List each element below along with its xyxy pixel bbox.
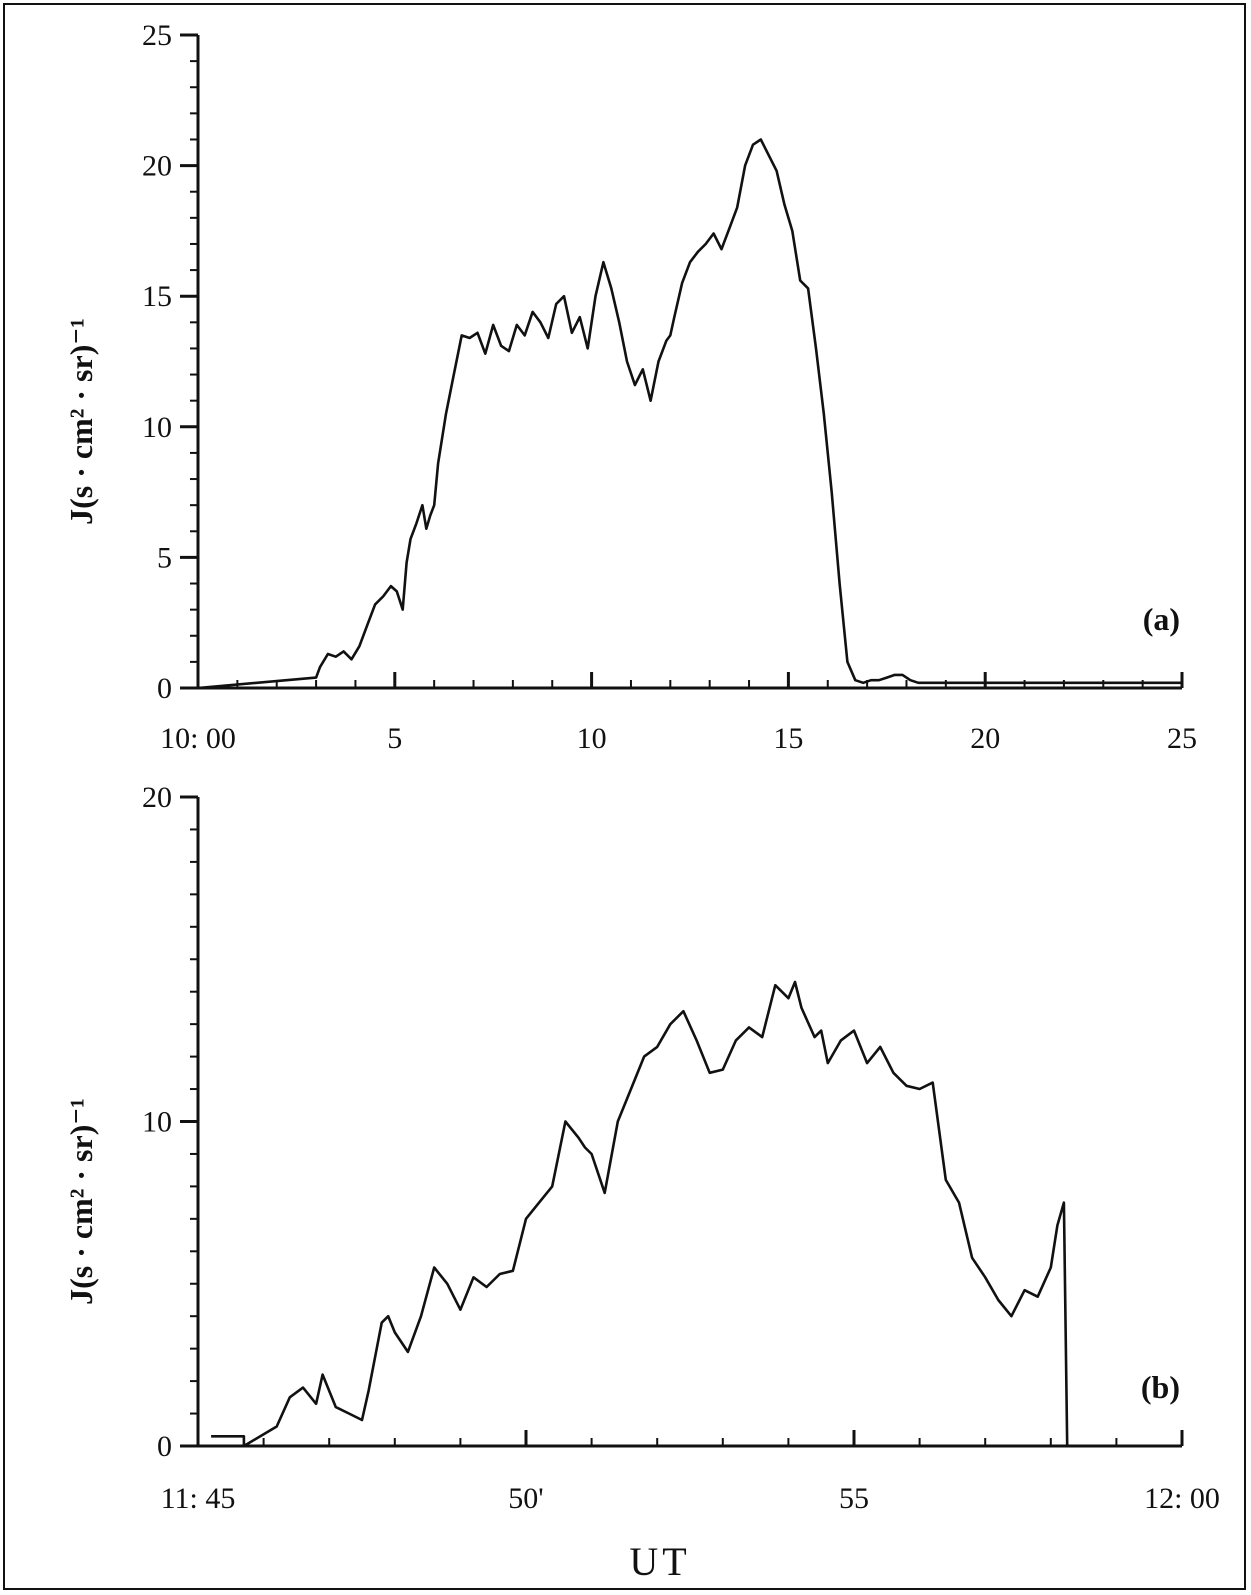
data-line: [211, 980, 1069, 1448]
chart-panel-a: 10: 00 5 10 15 20 25 0 5 10 15 20 25 J(s · cm² · sr)…: [63, 19, 1197, 755]
x-tick-label: 5: [387, 722, 402, 755]
y-tick-label: 20: [142, 150, 172, 183]
y-tick-label: 0: [157, 1430, 172, 1463]
x-tick-label: 11: 45: [161, 1482, 236, 1515]
y-tick-label: 10: [142, 1106, 172, 1139]
x-tick-label: 10: [577, 722, 607, 755]
x-tick-label: 25: [1167, 722, 1197, 755]
x-tick-label: 20: [970, 722, 1000, 755]
y-tick-label: 0: [157, 672, 172, 705]
y-axis-title: J(s · cm² · sr)⁻¹: [63, 1098, 99, 1305]
x-tick-label: 10: 00: [160, 722, 236, 755]
x-tick-label: 12: 00: [1144, 1482, 1220, 1515]
y-tick-label: 5: [157, 541, 172, 574]
y-tick-label: 20: [142, 781, 172, 814]
chart-panel-b: 11: 45 50' 55 12: 00 0 10 20 J(s · cm² · sr)⁻¹ (…: [63, 781, 1220, 1584]
y-tick-label: 10: [142, 411, 172, 444]
x-axis-title: UT: [629, 1539, 690, 1584]
data-line: [197, 138, 1182, 690]
y-axis-title: J(s · cm² · sr)⁻¹: [63, 318, 99, 525]
x-tick-label: 15: [773, 722, 803, 755]
figure-frame: [3, 3, 1246, 1590]
x-tick-label: 55: [839, 1482, 869, 1515]
y-tick-label: 25: [142, 19, 172, 52]
y-tick-label: 15: [142, 280, 172, 313]
x-tick-label: 50': [508, 1482, 543, 1515]
panel-label: (a): [1143, 601, 1180, 637]
panel-label: (b): [1141, 1369, 1180, 1405]
